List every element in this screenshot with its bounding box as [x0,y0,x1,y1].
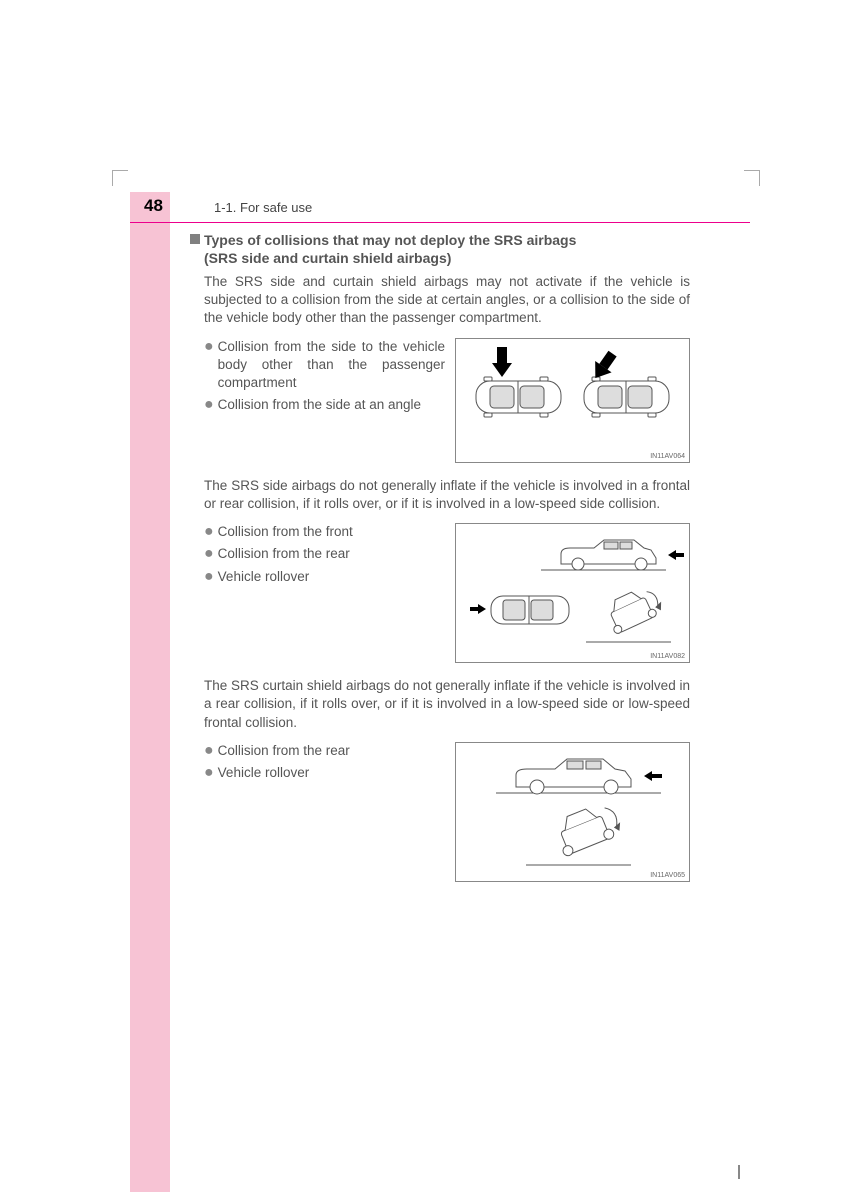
page-number: 48 [144,196,163,216]
rear-rollover-icon [456,743,689,881]
list-item: ●Collision from the side at an angle [204,396,445,414]
heading-text-1: Types of collisions that may not deploy … [204,232,576,248]
figure-diagram: IN11AV065 [455,742,690,882]
heading-text-2: (SRS side and curtain shield airbags) [204,250,451,266]
figure-diagram: IN11AV082 [455,523,690,663]
paragraph: The SRS curtain shield airbags do not ge… [204,677,690,732]
figure-code: IN11AV065 [650,872,685,879]
bullet-text: Collision from the side at an angle [218,396,421,414]
bullet-icon: ● [204,545,214,563]
figure-code: IN11AV082 [650,653,685,660]
list-item: ●Collision from the rear [204,742,445,760]
list-item: ●Collision from the side to the vehicle … [204,338,445,393]
list-item: ●Collision from the rear [204,545,445,563]
bullet-icon: ● [204,568,214,586]
crop-mark [738,1165,740,1179]
crop-mark [112,170,128,186]
bullet-icon: ● [204,742,214,760]
bullet-icon: ● [204,764,214,782]
section-heading: Types of collisions that may not deploy … [190,232,690,267]
heading-square-icon [190,234,200,244]
list-item: ●Vehicle rollover [204,764,445,782]
bullet-text: Vehicle rollover [218,568,310,586]
bullet-list: ●Collision from the side to the vehicle … [204,338,445,463]
bullet-text: Collision from the rear [218,545,350,563]
list-item: ●Vehicle rollover [204,568,445,586]
crop-mark [744,170,760,186]
bullet-icon: ● [204,523,214,541]
side-tab [130,192,170,1192]
bullet-icon: ● [204,338,214,393]
content-row: ●Collision from the rear ●Vehicle rollov… [204,742,690,882]
collision-scenarios-icon [456,524,689,662]
main-content: Types of collisions that may not deploy … [190,232,690,882]
bullet-icon: ● [204,396,214,414]
bullet-list: ●Collision from the front ●Collision fro… [204,523,445,663]
list-item: ●Collision from the front [204,523,445,541]
header-rule [130,222,750,223]
figure-code: IN11AV064 [650,453,685,460]
content-row: ●Collision from the side to the vehicle … [204,338,690,463]
figure-diagram: IN11AV064 [455,338,690,463]
cars-top-view-icon [456,339,689,462]
paragraph: The SRS side and curtain shield airbags … [204,273,690,328]
bullet-text: Collision from the side to the vehicle b… [218,338,445,393]
bullet-text: Collision from the rear [218,742,350,760]
paragraph: The SRS side airbags do not generally in… [204,477,690,513]
bullet-text: Collision from the front [218,523,353,541]
section-label: 1-1. For safe use [214,200,312,215]
bullet-text: Vehicle rollover [218,764,310,782]
bullet-list: ●Collision from the rear ●Vehicle rollov… [204,742,445,882]
content-row: ●Collision from the front ●Collision fro… [204,523,690,663]
